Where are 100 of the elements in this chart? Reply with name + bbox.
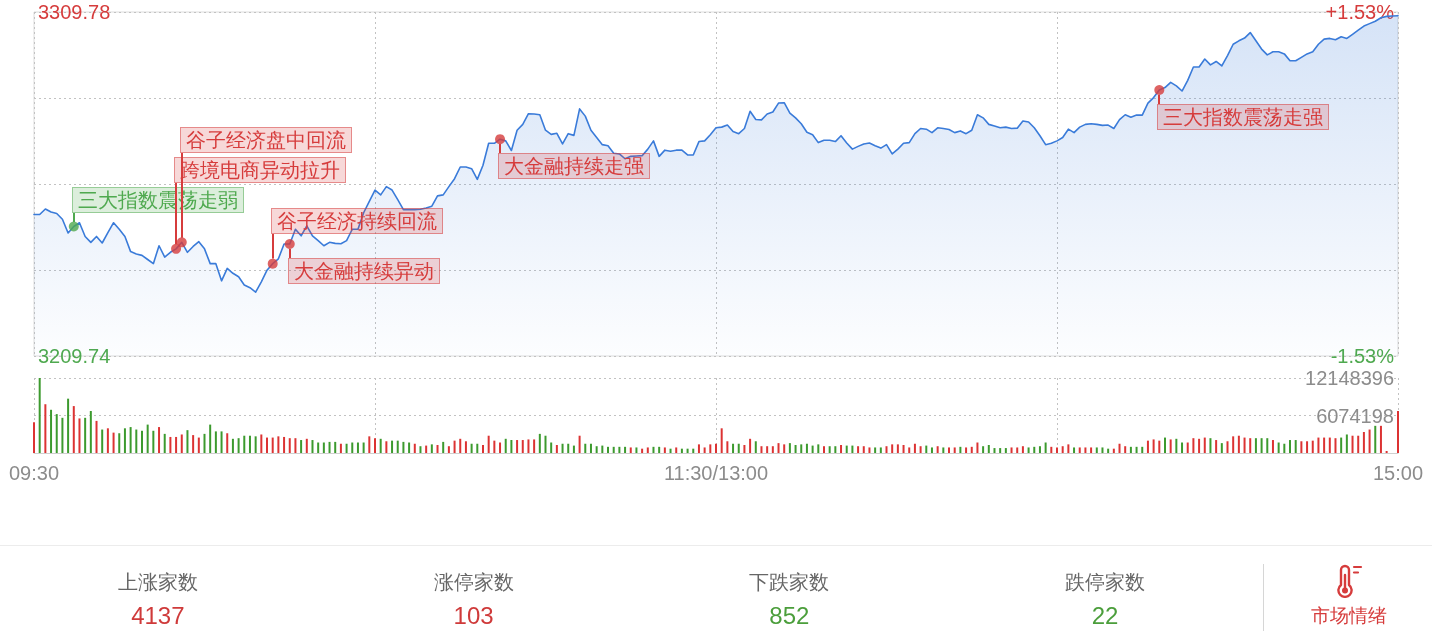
bar [277, 436, 280, 453]
bar [322, 442, 325, 453]
point [176, 237, 187, 248]
bar [533, 439, 536, 453]
bar [805, 443, 808, 453]
bar [175, 436, 178, 453]
bar [118, 433, 121, 453]
point [68, 221, 79, 232]
bar [1152, 439, 1155, 453]
bar [1397, 411, 1399, 453]
bar [896, 444, 899, 453]
bar [550, 442, 553, 453]
bar [982, 446, 985, 453]
bar [1021, 446, 1024, 453]
bar [226, 433, 229, 453]
bar [1271, 440, 1274, 453]
bar [561, 443, 564, 453]
bar [601, 445, 604, 453]
bar [1192, 438, 1195, 453]
point [267, 258, 278, 269]
bar [857, 446, 860, 453]
bar [283, 436, 286, 453]
bar [470, 443, 473, 453]
data-label: 4137 [130, 602, 186, 630]
bar [288, 438, 291, 453]
bar [203, 433, 206, 453]
bar [44, 404, 47, 453]
bar [356, 442, 359, 453]
bar [1374, 425, 1377, 453]
bar [1289, 440, 1292, 453]
bar [374, 438, 376, 453]
bar [1340, 437, 1343, 453]
bar [112, 432, 115, 453]
bar [55, 414, 58, 453]
bar [1209, 438, 1212, 453]
bar [624, 446, 627, 453]
y-tick-label: 12148396 [1305, 367, 1394, 389]
bar [737, 443, 740, 453]
bar [328, 441, 331, 453]
bar [993, 448, 996, 453]
bar [874, 447, 877, 453]
bar [67, 398, 70, 453]
bar [1095, 447, 1098, 453]
bar [828, 446, 831, 453]
data-label: 852 [768, 602, 811, 630]
bar [726, 441, 729, 453]
bar [408, 442, 411, 453]
annotation: 三大指数震荡走强 [1157, 103, 1330, 130]
bar [129, 427, 132, 453]
bar [862, 446, 865, 453]
bar [1328, 437, 1331, 453]
bar [709, 444, 712, 453]
category-label: 涨停家数 [432, 570, 515, 594]
bar [1027, 447, 1030, 453]
bar [1061, 446, 1064, 453]
bar [851, 445, 854, 453]
data-label: 103 [452, 602, 495, 630]
bar [192, 435, 195, 453]
bar [879, 447, 882, 453]
bar [163, 433, 166, 453]
bar [817, 444, 820, 453]
bar [652, 446, 655, 453]
bar [589, 443, 592, 453]
bar [1181, 442, 1184, 453]
bar [743, 444, 746, 453]
bar [504, 438, 507, 453]
bar [953, 447, 956, 453]
bar [1283, 443, 1286, 453]
bar [1311, 440, 1314, 453]
y-tick-label: 3209.74 [38, 345, 111, 367]
bar [385, 441, 388, 453]
bar [1294, 440, 1297, 453]
bar [1090, 447, 1093, 453]
bar [1033, 446, 1036, 453]
bar [379, 438, 382, 453]
bar [635, 447, 638, 453]
bar [447, 446, 450, 453]
bar [629, 447, 632, 453]
text: 市场情绪 [1309, 604, 1388, 627]
annotation: 大金融持续走强 [498, 153, 651, 180]
bar [720, 428, 723, 453]
bar [1266, 438, 1269, 453]
bar [300, 440, 303, 453]
bar [158, 427, 161, 453]
bar [1078, 447, 1081, 453]
bar [1163, 437, 1166, 453]
y2-tick-label: -1.53% [1330, 345, 1395, 367]
bar [913, 443, 916, 453]
bar [510, 440, 513, 453]
bar [646, 447, 649, 453]
bar [231, 438, 234, 453]
bar [1220, 443, 1223, 453]
bar [777, 443, 780, 453]
bar [970, 446, 973, 453]
bar [1169, 439, 1172, 453]
bar [1334, 438, 1337, 453]
bar [152, 430, 155, 453]
bar [1357, 435, 1360, 453]
bar [555, 444, 558, 453]
bar [999, 448, 1002, 453]
